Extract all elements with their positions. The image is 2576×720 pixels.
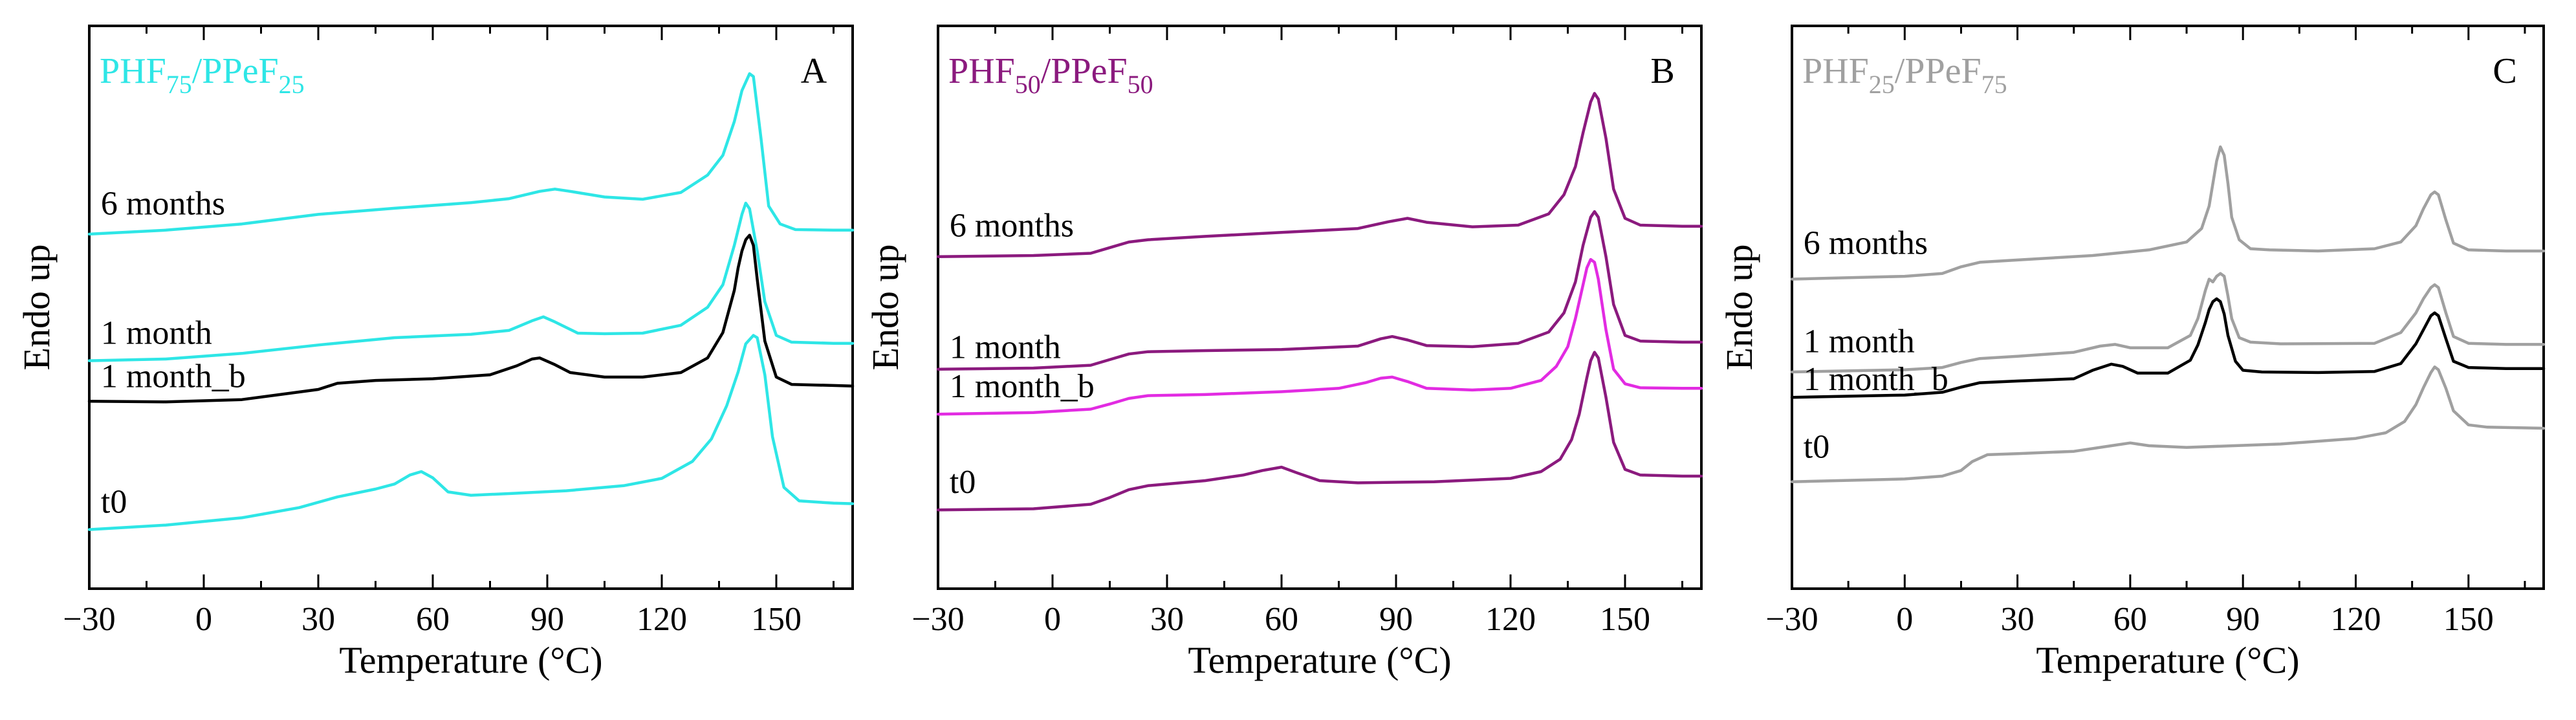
panel-b-ylabel: Endo up	[864, 245, 906, 371]
panel-c-composition-part: PPeF	[1905, 51, 1981, 91]
panel-b-series-1-month-b-label: 1 month_b	[950, 368, 1095, 405]
panel-a-xlabel: Temperature (°C)	[339, 639, 602, 681]
panel-c-series-1-month-curve	[1790, 272, 2546, 374]
panel-c-series-6-months-curve	[1790, 145, 2546, 281]
panel-b-series-t0-curve	[936, 351, 1703, 512]
panels-group: −30 0 30 60 90 120 150 Temperature (°C) Endo up P…	[16, 25, 2546, 681]
panel-b-xtick-label: −30	[911, 601, 964, 638]
panel-a-xtick-label: 30	[301, 601, 335, 638]
panel-a-xtick-label: 150	[751, 601, 802, 638]
panel-c-composition-part: 75	[1981, 70, 2007, 99]
panel-b-composition-part: PHF	[948, 51, 1015, 91]
panel-a-composition-part: PHF	[100, 51, 166, 91]
panel-b-xtick-label: 90	[1379, 601, 1413, 638]
panel-a-series-t0-curve	[87, 334, 855, 531]
panel-a-composition-part: PPeF	[202, 51, 278, 91]
panel-c-xtick-label: 90	[2226, 601, 2260, 638]
panel-b-composition-part: 50	[1015, 70, 1041, 99]
panel-b-series-6-months-label: 6 months	[950, 207, 1074, 244]
panel-a-series-t0-label: t0	[101, 484, 127, 521]
panel-a-series-6-months-label: 6 months	[101, 185, 225, 222]
panel-b-xtick-label: 150	[1600, 601, 1650, 638]
panel-c-composition-part: PHF	[1802, 51, 1869, 91]
panel-b-letter: B	[1650, 51, 1674, 91]
panel-c-letter: C	[2493, 51, 2516, 91]
panel-c: −30 0 30 60 90 120 150 Temperature (°C) Endo up P…	[1718, 25, 2546, 681]
panel-a-letter: A	[801, 51, 827, 91]
panel-b: −30 0 30 60 90 120 150 Temperature (°C) Endo up P…	[864, 25, 1703, 681]
panel-b-xtick-label: 60	[1265, 601, 1298, 638]
panel-a-composition-part: 25	[279, 70, 305, 99]
panel-c-ylabel: Endo up	[1718, 245, 1760, 371]
panel-b-series-1-month-label: 1 month	[950, 329, 1061, 365]
panel-b-composition-part: PPeF	[1051, 51, 1127, 91]
panel-a-xtick-label: −30	[63, 601, 115, 638]
panel-b-composition-label: PHF50/PPeF50	[948, 51, 1153, 99]
panel-c-xtick-label: 150	[2443, 601, 2494, 638]
panel-a-series-1-month-curve	[87, 201, 855, 362]
panel-a-series-1-month-b-label: 1 month_b	[101, 358, 246, 395]
panel-c-series-t0-curve	[1790, 365, 2546, 483]
panel-c-xtick-label: −30	[1765, 601, 1818, 638]
panel-c-series-1-month-label: 1 month	[1804, 323, 1915, 360]
panel-a-composition-label: PHF75/PPeF25	[100, 51, 305, 99]
panel-b-xlabel: Temperature (°C)	[1188, 639, 1451, 681]
panel-a-xtick-label: 0	[195, 601, 212, 638]
panel-c-series-1-month-b-label: 1 month_b	[1804, 361, 1948, 398]
panel-b-composition-part: 50	[1128, 70, 1153, 99]
panel-c-xlabel: Temperature (°C)	[2036, 639, 2299, 681]
panel-c-composition-part: /	[1895, 51, 1905, 91]
panel-a-composition-part: /	[192, 51, 202, 91]
panel-a-xtick-label: 60	[416, 601, 450, 638]
panel-b-xtick-label: 30	[1150, 601, 1184, 638]
panel-b-plot-frame	[937, 25, 1703, 590]
panel-a-plot-frame	[88, 25, 854, 590]
panel-a-ylabel: Endo up	[16, 245, 58, 371]
panel-a-series-1-month-b-curve	[87, 234, 855, 404]
panel-b-series-t0-label: t0	[950, 464, 976, 501]
panel-c-series-6-months-label: 6 months	[1804, 224, 1928, 261]
panel-a-xtick-label: 90	[530, 601, 564, 638]
panel-a-series-1-month-label: 1 month	[101, 315, 212, 352]
panel-c-composition-label: PHF25/PPeF75	[1802, 51, 2007, 99]
panel-b-xtick-label: 0	[1044, 601, 1061, 638]
panel-c-xtick-label: 30	[2001, 601, 2035, 638]
panel-b-series-1-month-curve	[936, 210, 1703, 371]
panel-c-xtick-label: 0	[1896, 601, 1913, 638]
panel-c-plot-frame	[1791, 25, 2545, 590]
panel-c-series-t0-label: t0	[1804, 428, 1829, 465]
panel-a-series-6-months-curve	[87, 72, 855, 236]
panel-a-xtick-label: 120	[637, 601, 687, 638]
panel-c-xtick-label: 60	[2113, 601, 2147, 638]
panel-b-series-6-months-curve	[936, 92, 1703, 258]
panel-b-xtick-label: 120	[1485, 601, 1536, 638]
panel-b-composition-part: /	[1041, 51, 1051, 91]
panel-c-composition-part: 25	[1869, 70, 1895, 99]
panel-a-composition-part: 75	[166, 70, 192, 99]
panel-a: −30 0 30 60 90 120 150 Temperature (°C) Endo up P…	[16, 25, 855, 681]
panel-c-series-1-month-b-curve	[1790, 297, 2546, 399]
panel-b-series-1-month-b-curve	[936, 257, 1703, 416]
panel-c-xtick-label: 120	[2331, 601, 2381, 638]
